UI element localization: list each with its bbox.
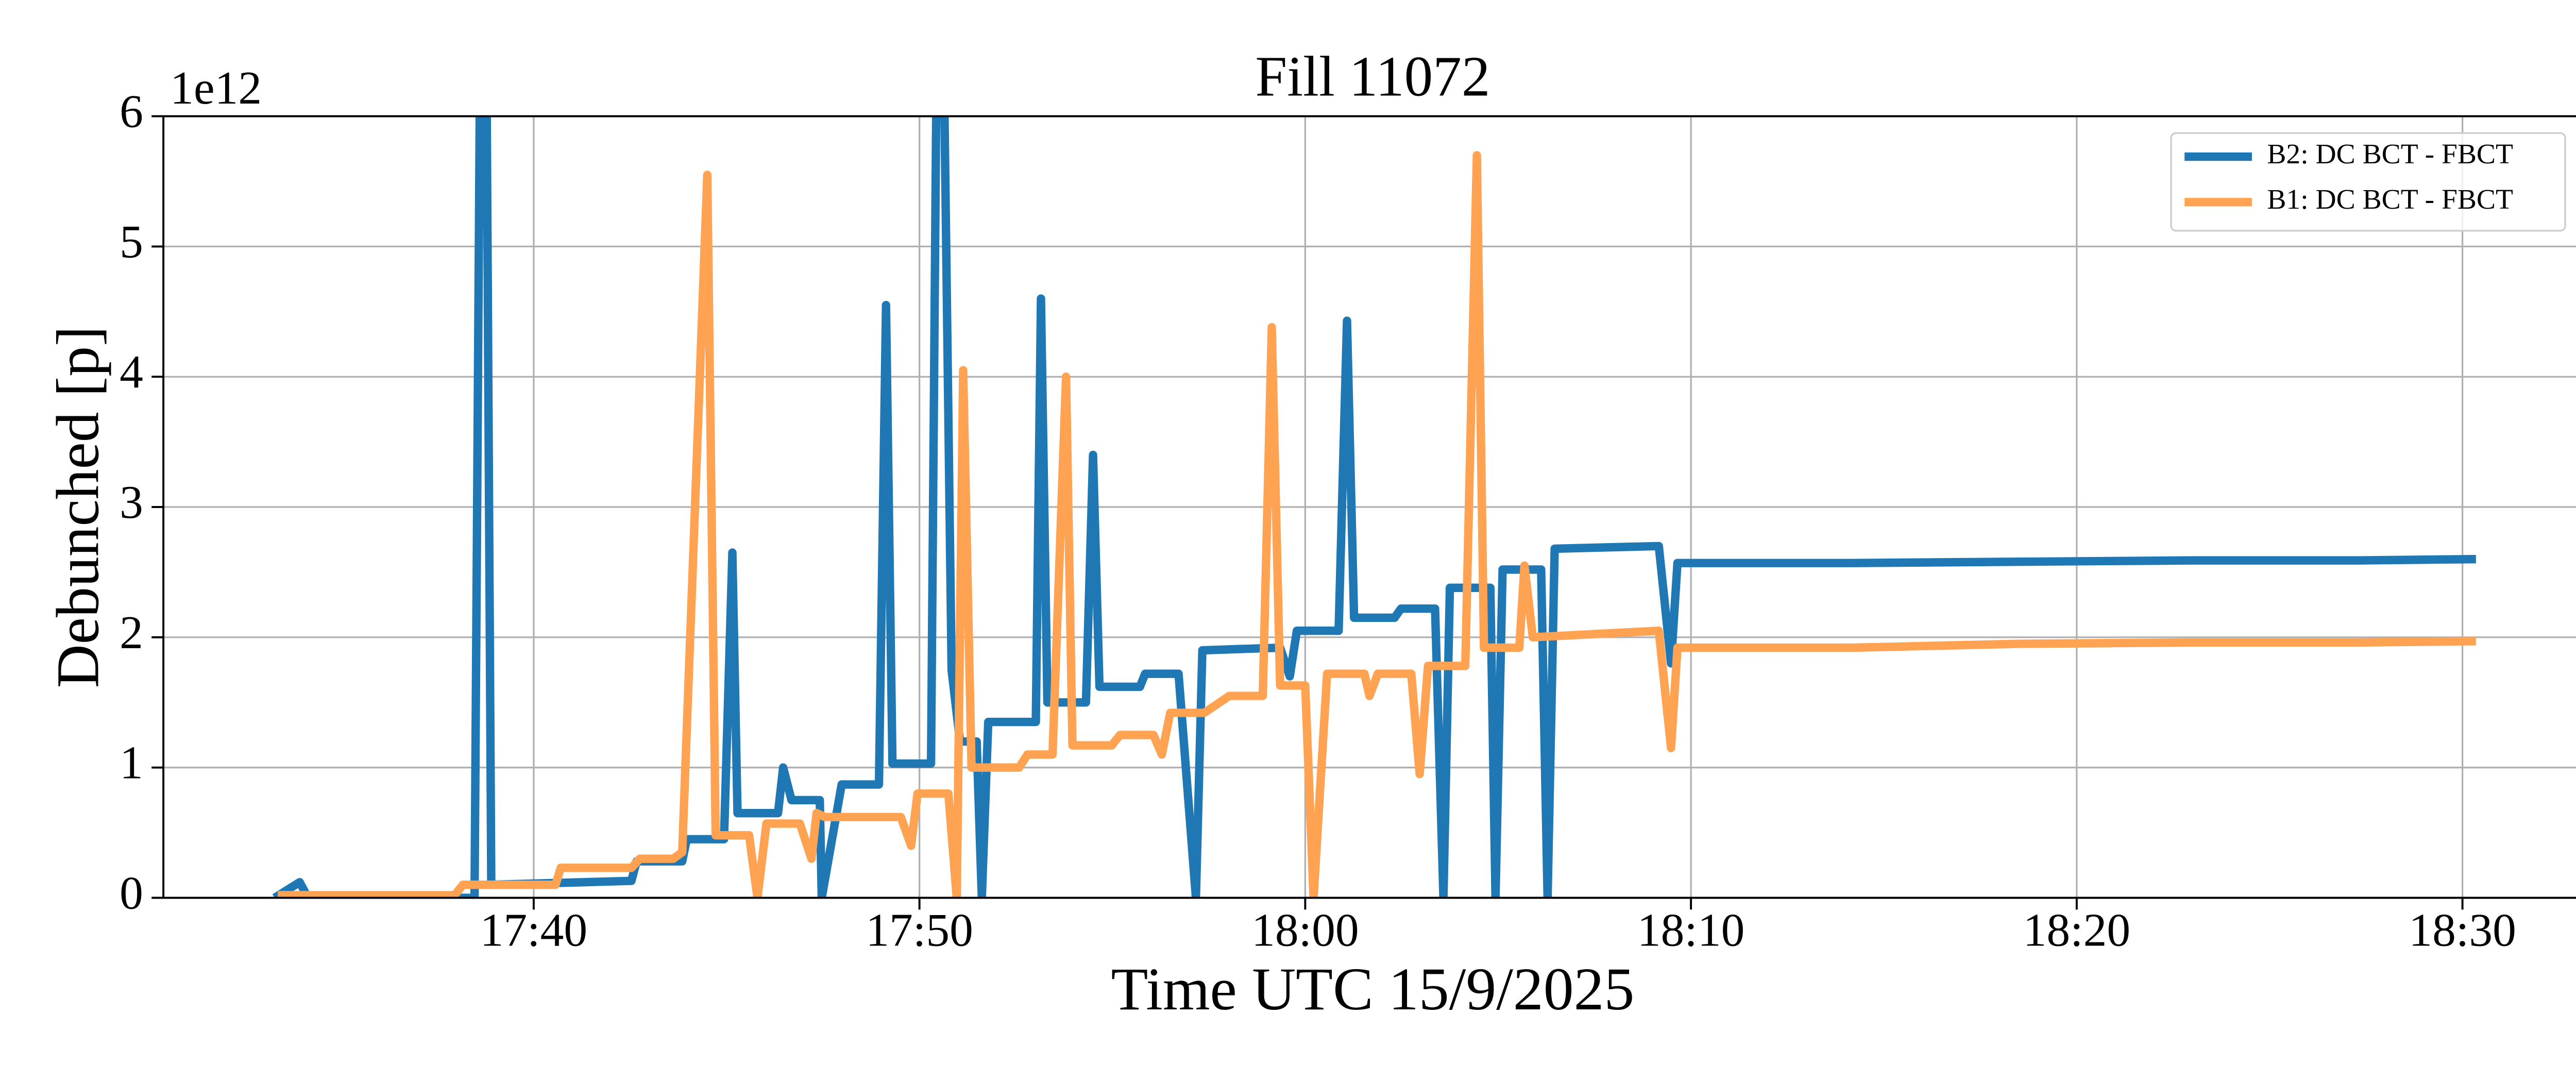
y-tick-label: 0 bbox=[120, 867, 143, 919]
legend-box bbox=[2170, 132, 2566, 232]
y-tick-label: 4 bbox=[120, 345, 143, 398]
y-tick-label: 5 bbox=[120, 215, 143, 267]
y-tick-label: 6 bbox=[120, 85, 143, 138]
y-tick-label: 2 bbox=[120, 606, 143, 658]
legend: B2: DC BCT - FBCT B1: DC BCT - FBCT bbox=[2170, 132, 2566, 232]
x-tick-label: 18:10 bbox=[1637, 903, 1744, 956]
data-line bbox=[278, 151, 2476, 898]
y-tick-label: 3 bbox=[120, 476, 143, 528]
line-layer bbox=[272, 116, 2476, 898]
chart-title: Fill 11072 bbox=[1255, 45, 1490, 109]
x-tick-label: 18:00 bbox=[1251, 903, 1359, 956]
x-tick-label: 17:50 bbox=[866, 903, 973, 956]
y-axis-label: Debunched [p] bbox=[44, 326, 111, 688]
y-offset-label: 1e12 bbox=[170, 61, 262, 114]
x-tick-label: 18:30 bbox=[2409, 903, 2516, 956]
x-axis-label: Time UTC 15/9/2025 bbox=[1111, 956, 1635, 1023]
x-tick-label: 17:40 bbox=[480, 903, 587, 956]
legend-label: B2: DC BCT - FBCT bbox=[2267, 138, 2513, 170]
legend-label: B1: DC BCT - FBCT bbox=[2267, 183, 2513, 215]
x-tick-label: 18:20 bbox=[2023, 903, 2130, 956]
y-tick-label: 1 bbox=[120, 736, 143, 789]
